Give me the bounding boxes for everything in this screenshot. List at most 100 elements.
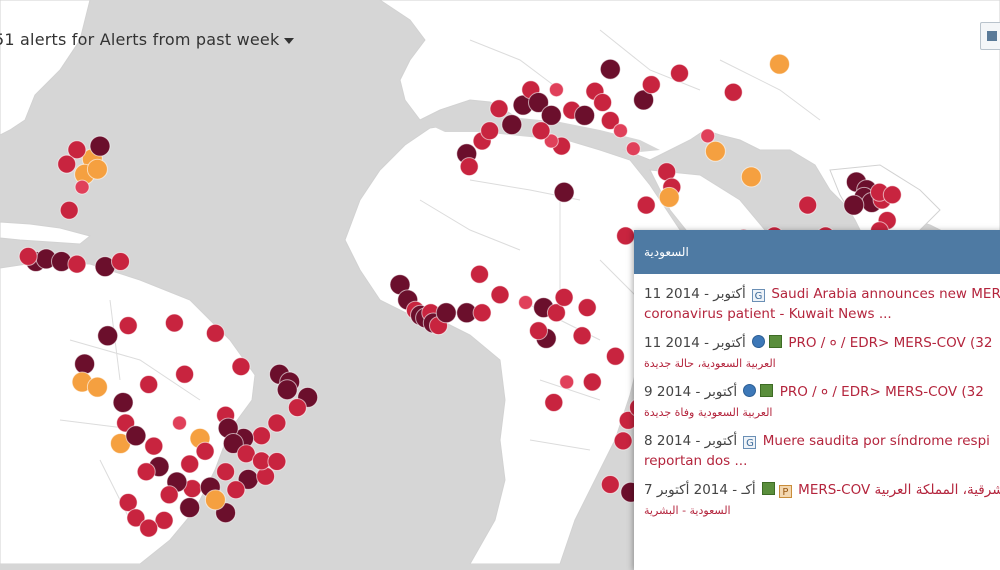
alert-marker[interactable] [179,497,201,519]
alert-link[interactable]: Muere saudita por síndrome respi [762,433,990,449]
alert-marker[interactable] [769,53,790,75]
alert-marker[interactable] [112,392,134,413]
alert-marker[interactable] [175,364,195,384]
landmass-caribbean [0,221,92,245]
alert-link-continued[interactable]: reportan dos ... [644,453,748,469]
alert-date: 7 أكـ - 2014 أكتوبر [644,482,756,498]
caret-down-icon [284,37,295,44]
alert-marker[interactable] [118,493,138,512]
alert-marker[interactable] [636,195,656,215]
alert-marker[interactable] [86,158,108,180]
alert-marker[interactable] [599,58,621,80]
alert-marker[interactable] [118,316,138,336]
alert-marker[interactable] [216,462,236,482]
alert-marker[interactable] [740,166,762,188]
alert-marker[interactable] [267,413,287,433]
alert-marker[interactable] [435,302,457,324]
alert-marker[interactable] [613,123,628,139]
alert-marker[interactable] [554,287,574,307]
alert-marker[interactable] [704,140,726,162]
alert-marker[interactable] [625,141,641,157]
alert-marker[interactable] [882,185,902,205]
alert-marker[interactable] [600,475,620,494]
location-popup: السعودية 11 2014 - أكتوبر G Saudi Arabia… [634,230,1000,570]
alert-marker[interactable] [490,285,510,305]
alert-marker[interactable] [559,374,575,390]
alert-marker[interactable] [593,93,613,112]
alert-marker[interactable] [470,264,489,284]
alert-item: 9 2014 - أكتوبر PRO / ० / EDR> MERS-COV … [644,382,1000,422]
alert-marker[interactable] [798,195,818,215]
alert-marker[interactable] [582,372,602,392]
alert-marker[interactable] [159,485,179,505]
alert-marker[interactable] [144,436,164,456]
alert-marker[interactable] [528,92,549,113]
alert-marker[interactable] [252,426,271,446]
alert-marker[interactable] [195,441,215,461]
alert-marker[interactable] [172,415,187,431]
alert-marker[interactable] [276,379,298,401]
alert-marker[interactable] [613,431,633,451]
alert-marker[interactable] [472,303,492,323]
promed-icon: P [778,485,792,498]
alert-marker[interactable] [577,298,597,318]
alert-marker[interactable] [59,200,79,220]
alert-marker[interactable] [205,323,225,343]
alert-marker[interactable] [154,510,174,530]
alert-marker[interactable] [111,252,130,271]
alert-marker[interactable] [226,480,246,500]
alert-marker[interactable] [529,321,548,341]
alert-marker[interactable] [572,326,592,346]
alert-marker[interactable] [231,357,251,377]
alert-marker[interactable] [574,104,596,126]
alert-marker[interactable] [180,454,200,474]
alert-marker[interactable] [287,398,307,418]
alert-link[interactable]: PRO / ० / EDR> MERS-COV (32 [788,335,993,351]
alert-marker[interactable] [136,462,156,482]
alert-marker[interactable] [553,181,575,203]
alert-marker[interactable] [605,346,625,366]
alert-marker[interactable] [540,104,562,126]
alert-marker[interactable] [543,133,559,149]
alert-marker[interactable] [641,75,661,95]
alert-marker[interactable] [74,179,90,195]
alert-marker[interactable] [204,489,226,511]
alert-marker[interactable] [18,246,38,266]
alert-marker[interactable] [548,82,564,98]
alert-marker[interactable] [700,128,716,144]
alert-marker[interactable] [843,194,865,216]
alert-marker[interactable] [164,313,184,333]
alert-link[interactable]: PRO / ० / EDR> MERS-COV (32 [779,384,984,400]
alert-marker[interactable] [723,82,743,102]
alert-marker[interactable] [125,425,147,447]
alert-link-continued[interactable]: coronavirus patient - Kuwait News ... [644,306,892,322]
alert-marker[interactable] [89,135,111,157]
alert-marker[interactable] [480,121,500,141]
layers-control-button[interactable] [980,22,1000,50]
alerts-summary-dropdown[interactable]: 51 alerts for Alerts from past week [0,30,295,49]
alert-marker[interactable] [74,353,96,375]
alert-marker[interactable] [459,157,479,177]
alert-marker[interactable] [600,111,620,130]
alert-marker[interactable] [531,121,551,141]
alert-marker[interactable] [501,114,523,136]
alert-marker[interactable] [670,63,689,83]
alert-marker[interactable] [67,254,87,274]
alert-marker[interactable] [139,375,159,394]
alert-marker[interactable] [86,376,108,398]
alert-marker[interactable] [518,295,534,310]
alert-marker[interactable] [126,508,146,528]
alert-marker[interactable] [57,154,77,174]
alert-marker[interactable] [67,140,87,160]
alert-marker[interactable] [658,186,680,208]
alert-marker[interactable] [616,226,636,246]
alert-marker[interactable] [544,393,564,412]
alert-link[interactable]: Saudi Arabia announces new MERS [771,286,1000,302]
alert-marker[interactable] [489,99,509,119]
alert-marker[interactable] [222,433,244,454]
alert-link[interactable]: MERS-COV الشرقية، المملكة العربية [798,482,1000,498]
alert-marker[interactable] [267,452,287,471]
alert-marker[interactable] [97,325,119,347]
alert-marker[interactable] [139,518,159,538]
alert-marker[interactable] [546,303,566,323]
